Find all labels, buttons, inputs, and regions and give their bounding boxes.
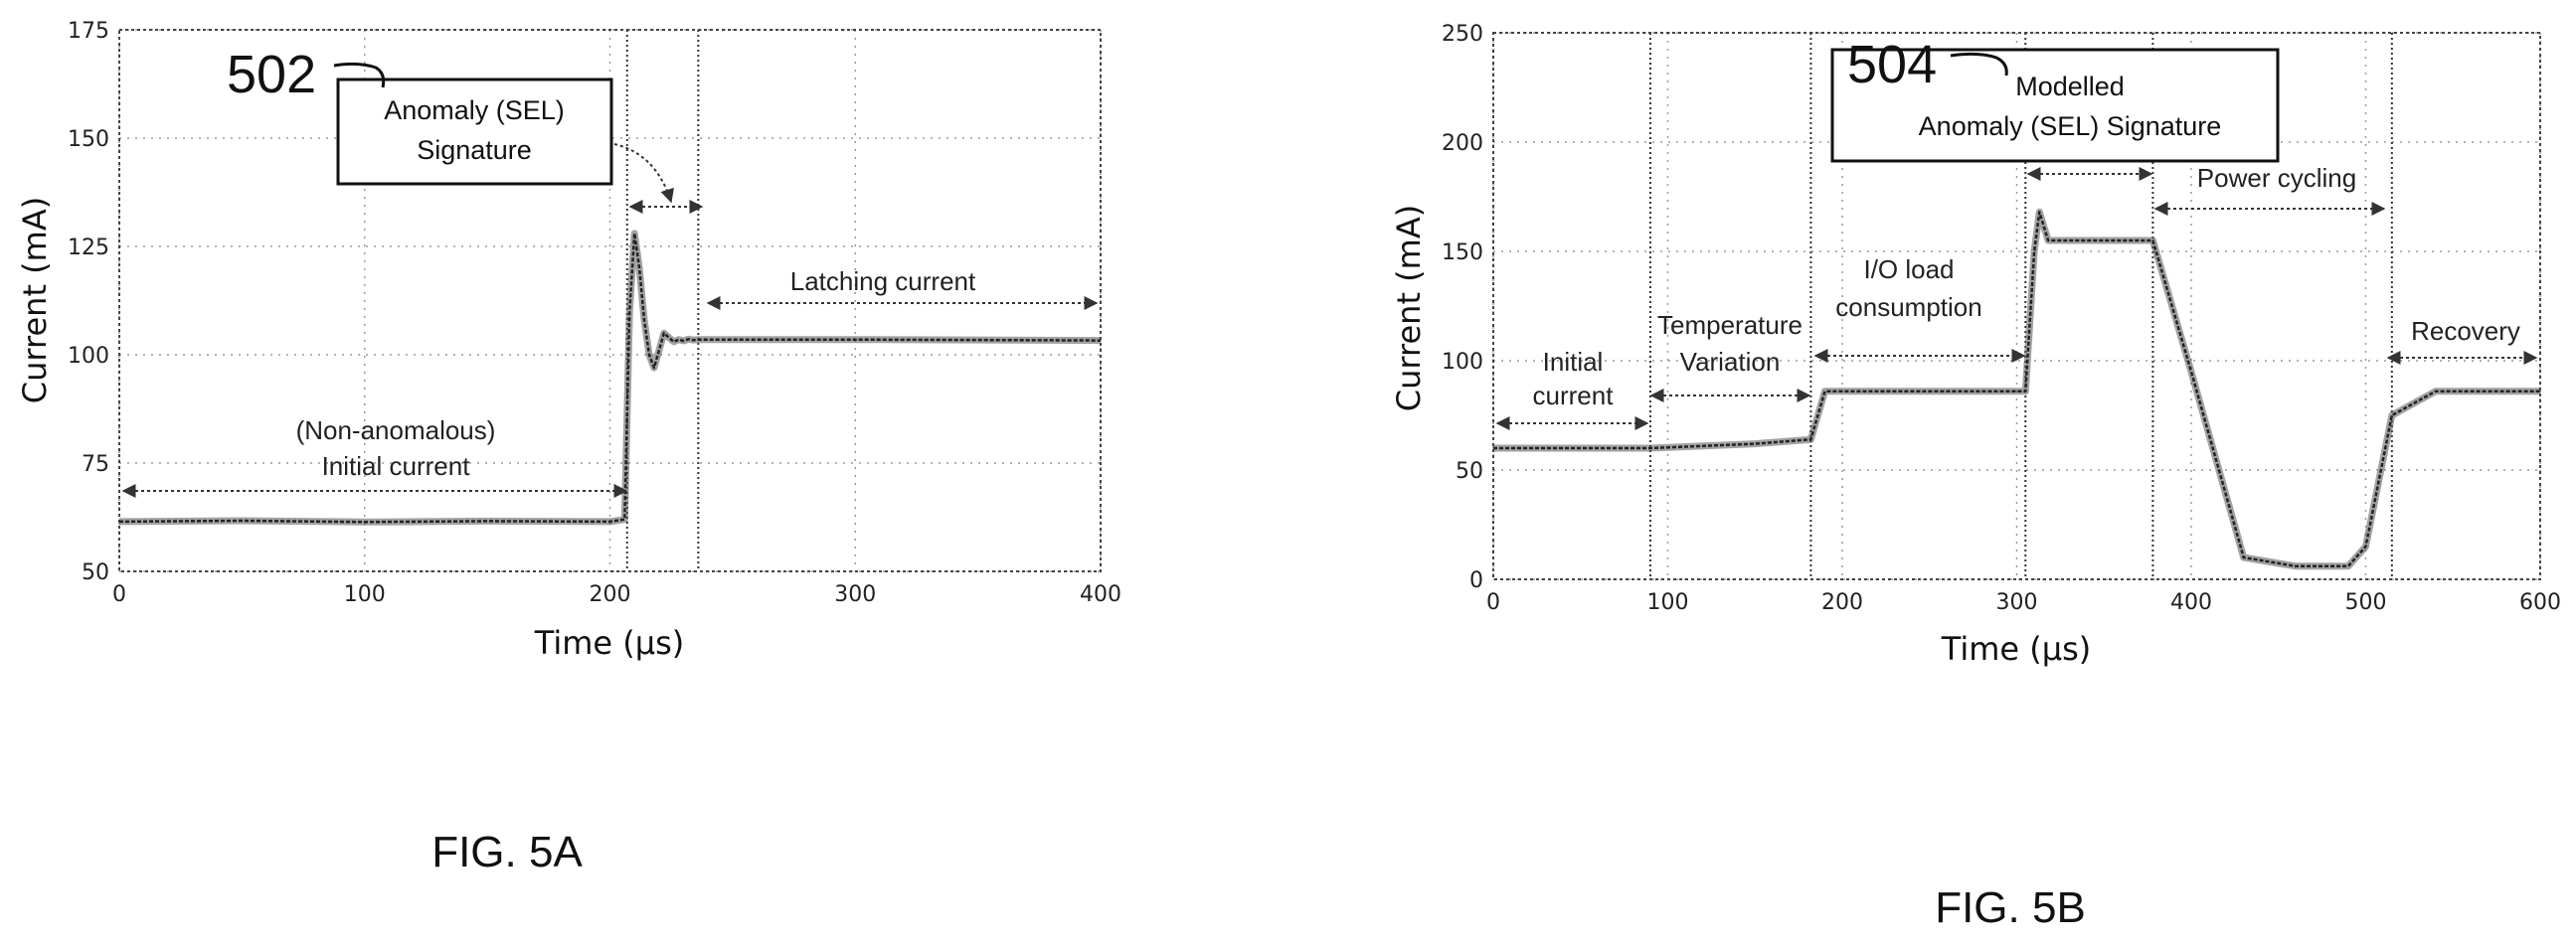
box-line: Anomaly (SEL) xyxy=(384,95,565,125)
annotation-line: Recovery xyxy=(2411,316,2520,346)
annotation-line: (Non-anomalous) xyxy=(296,415,496,445)
annotation-latching-current: Latching current xyxy=(706,266,1099,310)
x-tick-labels: 0 100 200 300 400 500 600 xyxy=(1486,590,2561,615)
annotation-line: Variation xyxy=(1680,347,1781,377)
x-tick-label: 100 xyxy=(1647,590,1689,615)
figure-label: FIG. 5A xyxy=(431,828,583,876)
annotation-line: I/O load xyxy=(1863,254,1954,284)
box-line: Signature xyxy=(417,135,532,165)
current-trace xyxy=(1493,208,2540,570)
y-tick-label: 250 xyxy=(1442,22,1483,47)
annotation-initial-current: (Non-anomalous) Initial current xyxy=(121,415,628,498)
x-tick-label: 0 xyxy=(112,582,126,607)
y-tick-label: 175 xyxy=(68,19,109,44)
series-line xyxy=(1493,211,2540,568)
chart-fig-5a: 0 100 200 300 400 50 75 100 125 150 175 Time (μs)… xyxy=(16,19,1121,876)
annotation-power-cycling: Power cycling xyxy=(2153,163,2386,216)
y-tick-label: 100 xyxy=(1442,350,1483,375)
annotation-line: Latching current xyxy=(790,266,976,296)
signature-box: Anomaly (SEL) Signature xyxy=(336,78,613,186)
y-tick-label: 50 xyxy=(82,560,109,585)
box-line: Modelled xyxy=(2015,72,2125,101)
x-tick-label: 500 xyxy=(2345,590,2387,615)
current-trace xyxy=(118,230,1102,526)
y-tick-label: 200 xyxy=(1442,131,1483,156)
annotation-temperature-variation: Temperature Variation xyxy=(1649,310,1811,402)
y-tick-label: 150 xyxy=(68,127,109,152)
y-tick-label: 50 xyxy=(1456,459,1483,484)
annotation-initial-current: Initial current xyxy=(1495,347,1649,430)
reference-number: 502 xyxy=(227,45,316,104)
x-tick-label: 0 xyxy=(1486,590,1500,615)
x-tick-label: 200 xyxy=(1821,590,1863,615)
reference-number: 504 xyxy=(1847,35,1937,94)
y-tick-labels: 0 50 100 150 200 250 xyxy=(1442,22,1483,593)
box-line: Anomaly (SEL) Signature xyxy=(1919,111,2222,141)
y-tick-labels: 50 75 100 125 150 175 xyxy=(68,19,109,585)
x-axis-label: Time (μs) xyxy=(534,624,684,662)
x-tick-label: 400 xyxy=(1080,582,1121,607)
annotation-line: consumption xyxy=(1835,292,1981,322)
y-tick-label: 150 xyxy=(1442,240,1483,265)
annotation-line: Power cycling xyxy=(2197,163,2356,193)
y-tick-label: 100 xyxy=(68,344,109,369)
annotation-line: current xyxy=(1533,381,1615,410)
x-tick-label: 400 xyxy=(2170,590,2212,615)
x-tick-label: 300 xyxy=(834,582,876,607)
x-tick-label: 300 xyxy=(1996,590,2038,615)
y-tick-label: 0 xyxy=(1469,568,1483,593)
x-tick-label: 600 xyxy=(2519,590,2561,615)
annotation-io-load: I/O load consumption xyxy=(1813,254,2026,363)
x-tick-labels: 0 100 200 300 400 xyxy=(112,582,1121,607)
x-tick-label: 200 xyxy=(590,582,631,607)
x-tick-label: 100 xyxy=(344,582,386,607)
annotation-recovery: Recovery xyxy=(2386,316,2538,365)
y-tick-label: 75 xyxy=(82,452,109,477)
series-line xyxy=(118,232,1102,524)
y-tick-label: 125 xyxy=(68,236,109,260)
annotation-line: Initial xyxy=(1543,347,1604,377)
figure-label: FIG. 5B xyxy=(1935,883,2086,932)
leader-line xyxy=(333,62,386,88)
leader-line xyxy=(1950,52,2008,77)
plot-frame xyxy=(1492,32,2541,580)
callout-arrow xyxy=(613,143,674,204)
signature-box: Modelled Anomaly (SEL) Signature xyxy=(1830,48,2280,163)
x-axis-label: Time (μs) xyxy=(1941,630,2091,668)
plot-frame xyxy=(118,29,1102,572)
y-axis-label: Current (mA) xyxy=(1390,205,1428,411)
phase-boundaries xyxy=(625,30,700,571)
annotation-line: Temperature xyxy=(1657,310,1803,340)
y-axis-label: Current (mA) xyxy=(16,197,54,403)
chart-fig-5b: 0 100 200 300 400 500 600 0 50 100 150 200 250 Time… xyxy=(1390,22,2561,932)
annotation-line: Initial current xyxy=(322,451,471,481)
